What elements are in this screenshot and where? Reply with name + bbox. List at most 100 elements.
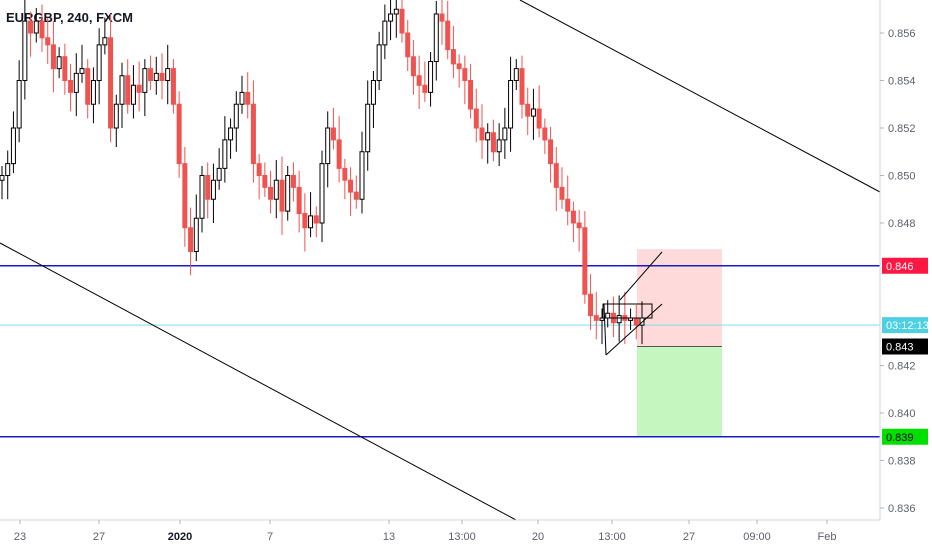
- candle-body: [593, 315, 599, 321]
- candle-body: [588, 293, 594, 317]
- candle-body: [108, 37, 114, 129]
- candle-body: [325, 127, 331, 165]
- candle-body: [468, 80, 474, 110]
- time-axis: 23 27 2020 7 13 13:00 20 13:00 27 09:00 Feb: [0, 519, 880, 543]
- candle: [73, 53, 79, 117]
- candle-body: [28, 20, 34, 34]
- candle: [216, 148, 222, 190]
- candle-body: [245, 91, 251, 105]
- bear-flag-pattern: [602, 251, 663, 356]
- candle: [62, 43, 68, 95]
- candle-body: [5, 163, 11, 176]
- candle-body: [268, 186, 274, 200]
- candle-body: [73, 72, 79, 93]
- candle-body: [388, 13, 394, 22]
- candle: [142, 59, 148, 117]
- candle: [485, 123, 491, 164]
- candle-body: [525, 103, 531, 117]
- candle-body: [353, 191, 359, 200]
- x-tick-label: 23: [14, 531, 26, 543]
- candle: [473, 88, 479, 143]
- candle-body: [68, 80, 74, 93]
- flag-box: [602, 303, 653, 319]
- x-tick-label: 7: [267, 531, 273, 543]
- candle-body: [153, 72, 159, 81]
- candle: [348, 167, 354, 216]
- candle-body: [96, 44, 102, 81]
- target-zone: [637, 346, 722, 437]
- stop-zone: [637, 249, 722, 347]
- candle-body: [376, 44, 382, 81]
- candle-body: [262, 175, 268, 188]
- candle-body: [239, 91, 245, 105]
- candle: [490, 119, 496, 162]
- candle: [565, 175, 571, 226]
- candle: [393, 0, 399, 38]
- candle-body: [205, 175, 211, 200]
- candle: [256, 154, 262, 200]
- candle: [576, 209, 582, 252]
- candle: [170, 59, 176, 114]
- price-tags: 0.846 03:12:13 0.843 0.839: [882, 257, 929, 445]
- x-tick-label: 20: [532, 531, 544, 543]
- horizontal-levels: [0, 264, 880, 438]
- candle-body: [285, 175, 291, 212]
- candle-body: [450, 49, 456, 65]
- candle-body: [365, 103, 371, 153]
- y-tick-label: 0.854: [888, 76, 916, 88]
- candle-body: [456, 63, 462, 70]
- candle: [416, 55, 422, 109]
- candle: [382, 4, 388, 60]
- candle: [28, 11, 34, 57]
- candle-body: [176, 103, 182, 165]
- candle-body: [22, 20, 28, 81]
- x-tick-label: 09:00: [743, 531, 771, 543]
- candle-body: [45, 37, 51, 46]
- candle-body: [79, 68, 85, 74]
- candle: [279, 156, 285, 235]
- candle: [285, 166, 291, 221]
- candle: [199, 166, 205, 233]
- candle: [130, 65, 136, 119]
- candle-body: [313, 215, 319, 224]
- candle: [239, 75, 245, 114]
- price-tag-label: 0.839: [886, 432, 914, 444]
- candle: [302, 193, 308, 252]
- candle: [553, 147, 559, 212]
- candle: [45, 17, 51, 64]
- candle-body: [348, 179, 354, 193]
- candle-body: [570, 210, 576, 224]
- upper-channel-line: [519, 0, 881, 193]
- price-tag-label: 0.843: [886, 342, 914, 354]
- candle-body: [308, 215, 314, 229]
- candle-body: [605, 312, 611, 319]
- candle-body: [342, 167, 348, 181]
- candle: [462, 55, 468, 105]
- candle: [548, 126, 554, 183]
- candle-body: [113, 103, 119, 129]
- candle-body: [33, 20, 39, 34]
- candle-body: [382, 20, 388, 46]
- candle-body: [256, 163, 262, 176]
- candle-body: [50, 44, 56, 70]
- candle-body: [416, 75, 422, 86]
- candle-body: [199, 175, 205, 219]
- candle-body: [39, 20, 45, 39]
- price-tag-box: [882, 317, 928, 334]
- candle: [250, 80, 256, 183]
- candle-body: [582, 227, 588, 295]
- candle-body: [513, 68, 519, 81]
- candle: [530, 88, 536, 140]
- candle-body: [130, 84, 136, 105]
- candle: [176, 91, 182, 178]
- candle: [5, 150, 11, 200]
- candle-body: [519, 68, 525, 105]
- candle: [102, 17, 108, 55]
- x-tick-label: 13:00: [598, 531, 626, 543]
- candle: [536, 85, 542, 138]
- candle: [39, 4, 45, 52]
- candle: [313, 206, 319, 238]
- candle: [182, 147, 188, 247]
- candle-body: [136, 84, 142, 93]
